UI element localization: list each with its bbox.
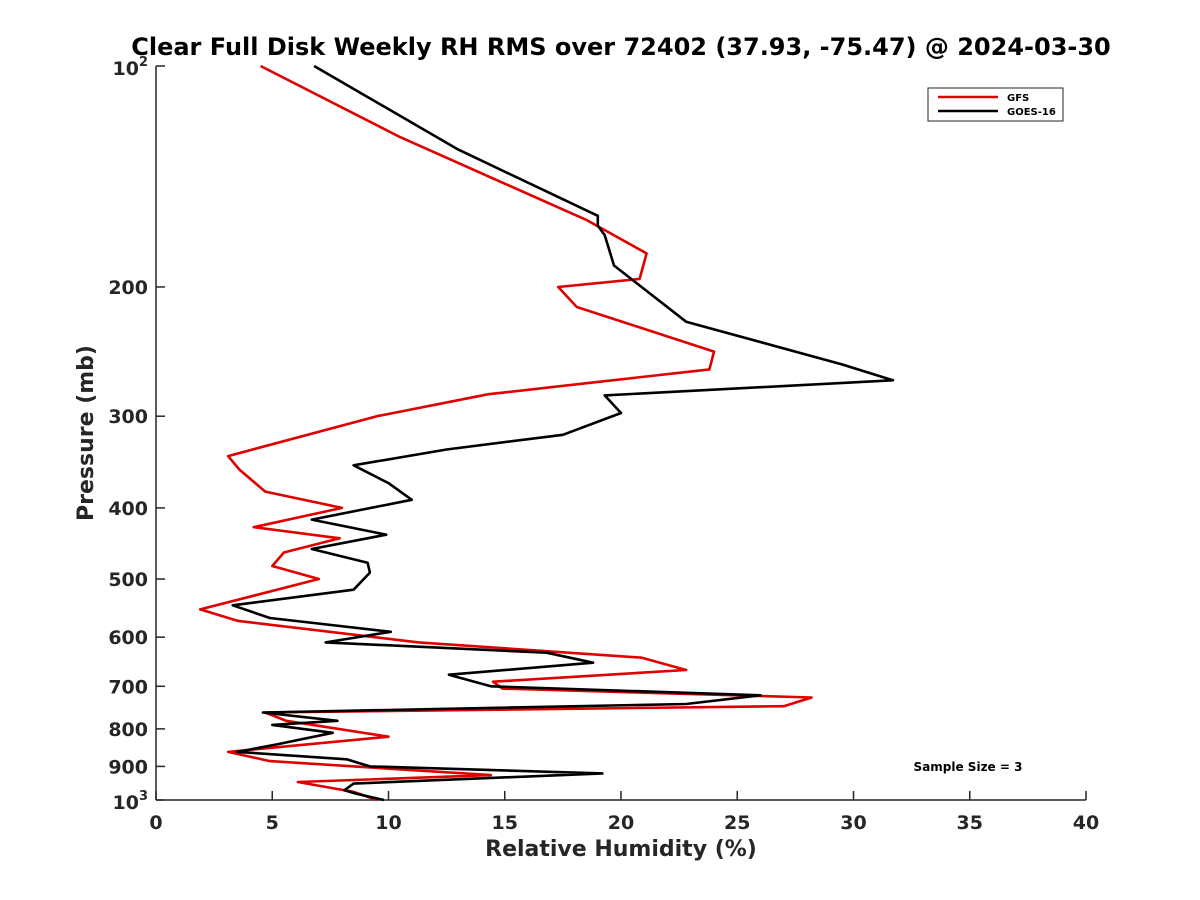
- y-tick-label: 800: [108, 719, 148, 741]
- x-tick-label: 5: [266, 812, 279, 834]
- legend-label-gfs: GFS: [1007, 93, 1029, 104]
- legend: GFS GOES-16: [927, 87, 1064, 122]
- y-tick-label: 900: [108, 756, 148, 778]
- y-tick-label-max: 103: [113, 789, 149, 814]
- y-ticks: 200 300 400 500 600 700 800 900: [108, 65, 165, 801]
- legend-label-goes16: GOES-16: [1007, 107, 1056, 118]
- y-tick-label-min: 102: [113, 55, 149, 80]
- x-tick-label: 15: [492, 812, 518, 834]
- series-lines: [198, 64, 895, 802]
- x-tick-label: 25: [724, 812, 750, 834]
- y-axis-label: Pressure (mb): [74, 345, 99, 521]
- y-tick-label: 700: [108, 676, 148, 698]
- x-tick-label: 0: [149, 812, 162, 834]
- x-axis-label: Relative Humidity (%): [485, 837, 757, 862]
- chart-title: Clear Full Disk Weekly RH RMS over 72402…: [131, 33, 1111, 61]
- x-tick-label: 10: [375, 812, 401, 834]
- x-tick-label: 35: [957, 812, 983, 834]
- legend-box: [927, 87, 1064, 122]
- y-tick-label: 500: [108, 569, 148, 591]
- series-line-gfs: [198, 64, 813, 802]
- y-tick-label: 200: [108, 277, 148, 299]
- series-line-goes-16: [231, 64, 895, 802]
- y-tick-label: 300: [108, 406, 148, 428]
- sample-size-annotation: Sample Size = 3: [914, 760, 1023, 774]
- x-ticks: 0 5 10 15 20 25 30 35 40: [149, 791, 1099, 834]
- y-tick-label: 400: [108, 498, 148, 520]
- y-tick-label: 600: [108, 627, 148, 649]
- x-tick-label: 40: [1073, 812, 1099, 834]
- x-tick-label: 20: [608, 812, 634, 834]
- x-tick-label: 30: [840, 812, 866, 834]
